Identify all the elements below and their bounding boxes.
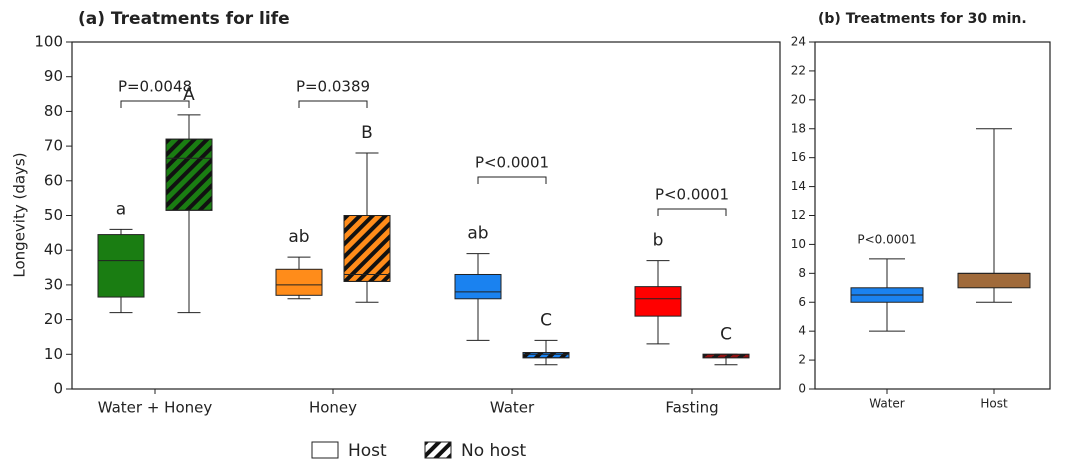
chart-title: (b) Treatments for 30 min. bbox=[818, 11, 1027, 27]
x-tick-label: Water + Honey bbox=[98, 399, 213, 417]
y-tick-label: 8 bbox=[798, 266, 806, 280]
y-tick-label: 0 bbox=[53, 380, 63, 398]
plot-frame bbox=[814, 41, 1051, 390]
box bbox=[97, 234, 145, 298]
group-letter: A bbox=[183, 85, 195, 105]
y-tick-label: 60 bbox=[44, 171, 63, 189]
y-tick-label: 20 bbox=[791, 92, 806, 106]
group-letter: C bbox=[540, 310, 552, 330]
bracket bbox=[477, 176, 547, 184]
y-tick-label: 40 bbox=[44, 241, 63, 259]
y-tick-label: 18 bbox=[791, 121, 806, 135]
box-hatch bbox=[165, 138, 213, 211]
y-tick-label: 90 bbox=[44, 67, 63, 85]
y-tick-label: 20 bbox=[44, 310, 63, 328]
y-tick-label: 30 bbox=[44, 275, 63, 293]
p-value: P<0.0001 bbox=[857, 233, 916, 247]
y-tick-label: 24 bbox=[791, 35, 806, 49]
legend-label: Host bbox=[348, 441, 387, 460]
y-tick-label: 14 bbox=[791, 179, 806, 193]
box bbox=[454, 273, 502, 300]
box-hatch bbox=[343, 215, 391, 282]
y-tick-label: 100 bbox=[34, 33, 63, 51]
legend-label: No host bbox=[461, 441, 527, 460]
y-tick-label: 22 bbox=[791, 63, 806, 77]
group-letter: C bbox=[720, 324, 732, 344]
x-tick-label: Fasting bbox=[665, 399, 718, 417]
bracket bbox=[120, 100, 190, 108]
y-tick-label: 80 bbox=[44, 102, 63, 120]
x-tick-label: Water bbox=[869, 397, 905, 411]
x-tick-label: Host bbox=[980, 397, 1008, 411]
group-letter: B bbox=[361, 123, 373, 143]
p-value: P<0.0001 bbox=[475, 154, 549, 172]
y-tick-label: 6 bbox=[798, 295, 806, 309]
y-tick-label: 16 bbox=[791, 150, 806, 164]
y-tick-label: 0 bbox=[798, 382, 806, 396]
p-value: P=0.0389 bbox=[296, 78, 370, 96]
box bbox=[275, 268, 323, 296]
group-letter: a bbox=[116, 199, 126, 219]
bracket bbox=[657, 208, 727, 216]
group-letter: b bbox=[653, 231, 664, 251]
chart-title: (a) Treatments for life bbox=[78, 9, 290, 29]
legend-swatch-hatch bbox=[424, 441, 452, 459]
y-tick-label: 2 bbox=[798, 353, 806, 367]
box bbox=[957, 272, 1031, 289]
group-letter: ab bbox=[288, 227, 309, 247]
p-value: P=0.0048 bbox=[118, 78, 192, 96]
y-tick-label: 10 bbox=[44, 345, 63, 363]
x-tick-label: Honey bbox=[309, 399, 357, 417]
bracket bbox=[298, 100, 368, 108]
legend-swatch bbox=[311, 441, 339, 459]
x-tick-label: Water bbox=[490, 399, 535, 417]
y-axis-label: Longevity (days) bbox=[11, 152, 29, 277]
group-letter: ab bbox=[467, 224, 488, 244]
y-tick-label: 50 bbox=[44, 206, 63, 224]
p-value: P<0.0001 bbox=[655, 186, 729, 204]
box-hatch bbox=[522, 352, 570, 359]
y-tick-label: 12 bbox=[791, 208, 806, 222]
y-tick-label: 70 bbox=[44, 137, 63, 155]
y-tick-label: 10 bbox=[791, 237, 806, 251]
y-tick-label: 4 bbox=[798, 324, 806, 338]
box bbox=[634, 286, 682, 317]
